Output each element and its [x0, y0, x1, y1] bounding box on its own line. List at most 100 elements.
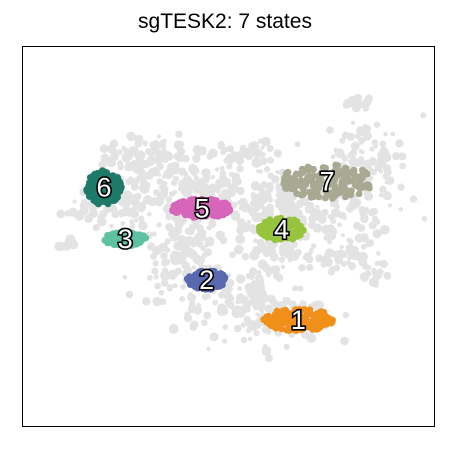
background-point	[269, 265, 278, 275]
state-7-point	[362, 181, 370, 189]
background-point	[217, 193, 225, 200]
background-point	[308, 214, 317, 224]
state-7-point	[341, 164, 349, 172]
background-point	[184, 235, 194, 246]
background-point	[138, 221, 148, 231]
background-point	[259, 192, 268, 201]
state-7-point	[303, 175, 311, 182]
state-5-point	[177, 203, 185, 211]
background-point	[376, 251, 381, 256]
background-point	[226, 163, 233, 170]
background-point	[340, 261, 347, 267]
background-point	[175, 130, 183, 138]
background-point	[249, 267, 258, 276]
background-point	[382, 191, 392, 201]
background-point	[294, 248, 302, 257]
background-point	[356, 253, 361, 259]
background-point	[186, 182, 195, 191]
state-2-point	[199, 285, 207, 293]
background-point	[152, 245, 162, 256]
background-point	[145, 148, 152, 155]
background-point	[374, 283, 379, 288]
background-point	[151, 267, 159, 275]
background-point	[222, 324, 229, 330]
background-point	[128, 192, 134, 199]
state-7-point	[342, 193, 349, 201]
background-point	[371, 139, 379, 146]
background-point	[383, 271, 392, 280]
background-point	[310, 223, 316, 229]
background-point	[374, 162, 383, 171]
background-point	[152, 296, 162, 307]
background-point	[159, 298, 167, 306]
state-1-point	[286, 310, 294, 318]
background-point	[343, 98, 353, 108]
background-point	[259, 245, 268, 254]
background-point	[358, 205, 366, 213]
background-point	[231, 201, 238, 209]
background-point	[85, 215, 90, 220]
background-point	[397, 183, 405, 191]
state-2-point	[205, 281, 212, 288]
background-point	[290, 241, 298, 249]
background-point	[395, 139, 404, 148]
state-1-point	[328, 317, 336, 325]
background-point	[188, 224, 194, 229]
state-5-point	[206, 208, 214, 215]
state-7-point	[355, 190, 363, 198]
state-7-point	[299, 190, 307, 198]
background-point	[275, 183, 281, 189]
background-point	[125, 178, 132, 185]
background-point	[181, 245, 192, 256]
state-4-label: 4	[274, 214, 289, 244]
background-point	[259, 293, 270, 303]
background-point	[330, 218, 337, 225]
background-point	[133, 146, 138, 152]
background-point	[202, 252, 208, 258]
background-point	[204, 175, 211, 182]
background-point	[350, 120, 356, 125]
background-point	[226, 278, 235, 288]
background-point	[236, 274, 246, 284]
state-7-point	[315, 175, 323, 183]
state-6-point	[101, 178, 109, 186]
background-point	[240, 322, 246, 328]
background-point	[188, 300, 196, 308]
state-5-point	[218, 199, 226, 207]
background-point	[230, 151, 239, 160]
state-7-point	[356, 182, 364, 190]
background-point	[109, 223, 114, 229]
state-7-point	[363, 170, 371, 178]
background-point	[240, 203, 249, 212]
background-point	[339, 244, 344, 250]
state-1-point	[298, 326, 306, 333]
background-point	[376, 268, 384, 276]
background-point	[183, 192, 189, 198]
background-point	[276, 197, 282, 203]
background-point	[287, 204, 297, 213]
background-point	[146, 275, 153, 281]
state-6-point	[111, 177, 119, 184]
background-point	[360, 214, 369, 223]
background-point	[157, 192, 166, 201]
background-cells	[54, 93, 428, 363]
background-point	[123, 203, 128, 209]
state-4-point	[257, 224, 264, 232]
background-point	[306, 263, 314, 271]
background-point	[256, 270, 262, 275]
background-point	[152, 260, 159, 267]
state-6-point	[84, 188, 91, 196]
background-point	[362, 98, 372, 108]
background-point	[206, 346, 211, 351]
background-point	[96, 216, 107, 227]
background-point	[269, 248, 277, 255]
background-point	[379, 140, 387, 148]
background-point	[315, 254, 324, 263]
state-clusters	[83, 161, 373, 334]
background-point	[59, 241, 69, 251]
state-7-point	[310, 193, 318, 201]
state-3-point	[105, 239, 113, 247]
background-point	[369, 146, 375, 152]
state-6-point	[117, 180, 124, 187]
